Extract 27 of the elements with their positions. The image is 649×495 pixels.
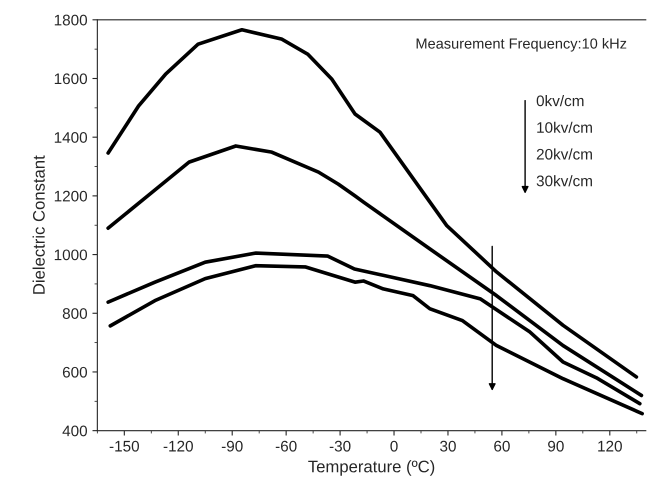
y-tick-label: 800 (62, 308, 88, 319)
y-tick-label: 1000 (54, 249, 88, 260)
annotation: 20kv/cm (536, 148, 592, 160)
y-tick-label: 1400 (54, 132, 88, 143)
y-tick-label: 600 (62, 366, 88, 378)
x-tick-label: -30 (330, 440, 351, 452)
y-tick-label: 400 (62, 426, 88, 436)
x-tick-label: 120 (598, 440, 622, 452)
x-tick-label: -60 (276, 440, 297, 452)
line-series (106, 144, 644, 398)
annotation: 30kv/cm (536, 175, 592, 186)
x-tick-label: 60 (494, 440, 510, 452)
y-axis-title: Dielectric Constant (32, 155, 45, 294)
x-tick-label: -150 (110, 440, 140, 452)
x-tick-label: -90 (222, 440, 243, 452)
annotation: Measurement Frequency:10 kHz (416, 38, 626, 52)
x-tick-label: 90 (548, 440, 564, 452)
y-tick-label: 1800 (54, 14, 88, 26)
y-tick-label: 1600 (54, 73, 88, 84)
x-tick-label: 0 (390, 440, 398, 452)
x-axis-title: Temperature (ºC) (308, 460, 434, 476)
x-tick-label: 30 (440, 440, 456, 452)
y-tick-label: 1200 (54, 190, 88, 202)
annotation: 0kv/cm (536, 95, 584, 106)
annotation: 10kv/cm (537, 122, 592, 133)
line-series (106, 28, 638, 379)
x-tick-label: -120 (164, 440, 193, 452)
